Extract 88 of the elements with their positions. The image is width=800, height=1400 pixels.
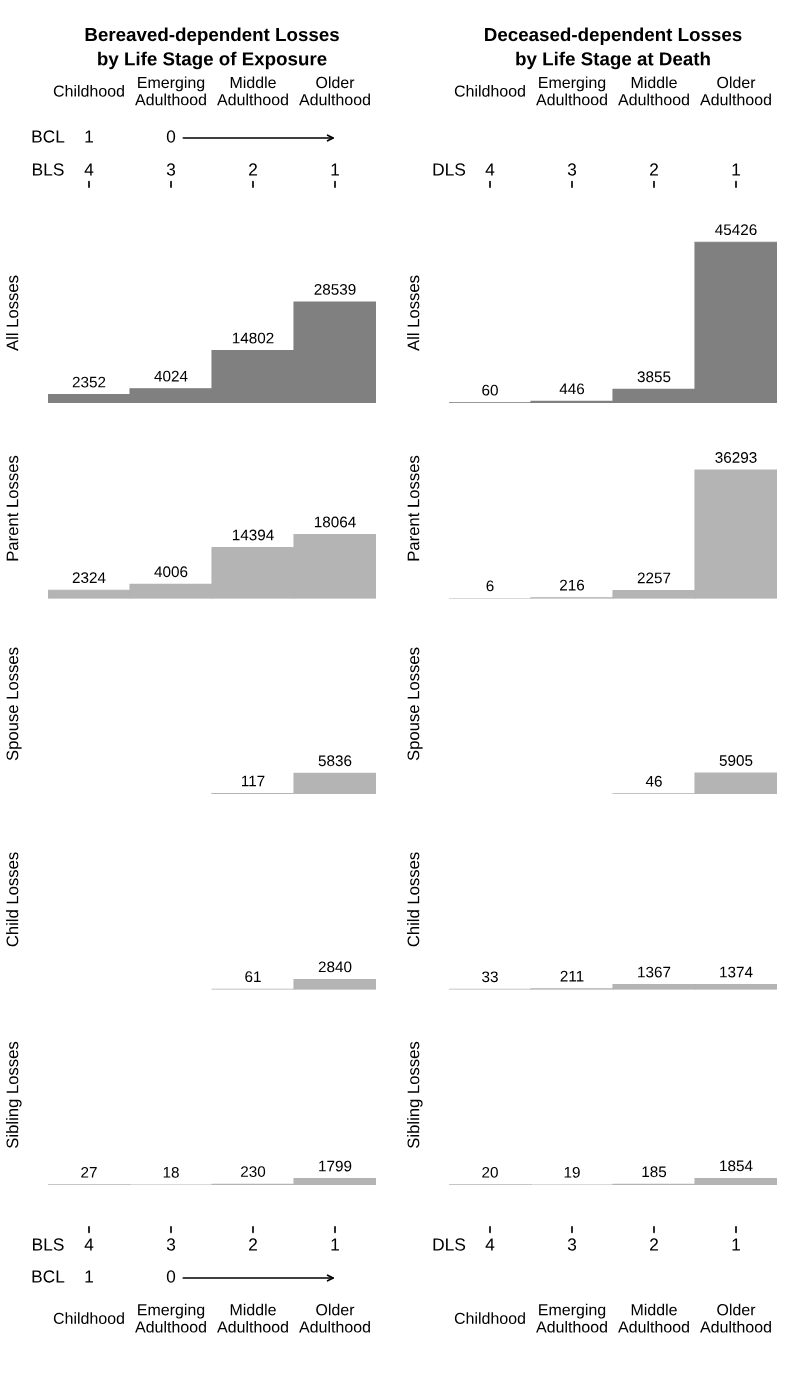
data-label: 185 [642, 1166, 667, 1178]
annotation: 1 [732, 163, 740, 176]
x-tick-label: Emerging Adulthood [536, 1303, 607, 1333]
annotation: 4 [84, 1238, 94, 1251]
data-label: 1799 [319, 1160, 352, 1172]
data-label: 45426 [715, 224, 757, 236]
data-label: 36293 [715, 452, 757, 463]
data-label: 2324 [72, 572, 106, 584]
data-label: 61 [245, 971, 261, 983]
data-label: 6 [486, 580, 494, 592]
x-tick-label: Emerging Adulthood [135, 76, 206, 106]
annotation: 1 [331, 1238, 339, 1251]
data-label: 1374 [720, 966, 753, 978]
annotation: 4 [485, 163, 495, 176]
text: BCL [32, 1270, 65, 1283]
y-axis-title: All Losses [6, 275, 19, 351]
annotation: 2 [650, 163, 658, 176]
data-label: 20 [482, 1166, 498, 1178]
data-label: 1854 [720, 1160, 753, 1172]
text: 1 [85, 1270, 93, 1283]
x-tick-label: Older Adulthood [700, 76, 771, 106]
annotation: 3 [166, 163, 176, 176]
data-label: 18 [163, 1166, 179, 1178]
x-tick-label: Middle Adulthood [618, 76, 689, 106]
annotation: 3 [567, 1238, 577, 1251]
text: BLS [33, 163, 64, 176]
data-label: 4024 [154, 370, 188, 382]
annotation: 1 [331, 163, 339, 176]
data-label: 5905 [719, 755, 753, 766]
data-label: 18064 [314, 516, 356, 528]
x-tick-label: Childhood [53, 85, 124, 97]
text: 0 [166, 130, 176, 143]
y-axis-title: Parent Losses [407, 455, 420, 561]
data-label: 46 [645, 775, 662, 787]
data-label: 1367 [638, 966, 671, 978]
data-label: 27 [81, 1166, 97, 1178]
data-label: 230 [241, 1166, 266, 1177]
y-axis-title: Spouse Losses [407, 647, 423, 761]
x-tick-label: Older Adulthood [299, 76, 370, 106]
chart-title: Deceased-dependent Losses by Life Stage at Death [485, 27, 742, 70]
x-tick-label: Older Adulthood [299, 1303, 370, 1333]
annotation: 4 [485, 1238, 495, 1251]
data-label: 14802 [232, 332, 274, 344]
data-label: 28539 [314, 284, 356, 295]
data-label: 2257 [637, 572, 671, 584]
x-tick-label: Childhood [454, 85, 525, 97]
x-tick-label: Middle Adulthood [217, 1303, 288, 1333]
data-label: 60 [482, 384, 498, 396]
annotation: 3 [166, 1238, 176, 1251]
data-label: 5836 [318, 755, 352, 767]
data-label: 117 [241, 775, 265, 787]
data-label: 3855 [637, 371, 671, 383]
y-axis-title: Parent Losses [6, 455, 19, 561]
data-label: 19 [564, 1166, 580, 1178]
y-axis-title: Child Losses [6, 852, 19, 947]
data-label: 33 [482, 971, 498, 983]
text: 1 [85, 130, 93, 143]
x-tick-label: Emerging Adulthood [536, 76, 607, 106]
annotation: 2 [650, 1238, 658, 1251]
data-label: 4006 [154, 566, 188, 578]
text: BLS [33, 1238, 64, 1251]
x-tick-label: Middle Adulthood [618, 1303, 689, 1333]
y-axis-title: Sibling Losses [407, 1041, 423, 1148]
text: 0 [166, 1270, 176, 1283]
text: DLS [433, 163, 466, 176]
x-tick-label: Childhood [454, 1312, 525, 1325]
annotation: 2 [249, 1238, 257, 1251]
y-axis-title: Child Losses [407, 852, 420, 947]
y-axis-title: Spouse Losses [6, 647, 22, 761]
data-label: 216 [560, 579, 585, 591]
data-label: 446 [559, 383, 585, 395]
data-label: 211 [560, 970, 584, 982]
data-label: 14394 [232, 529, 274, 541]
data-label: 2840 [318, 961, 352, 973]
x-tick-label: Middle Adulthood [217, 76, 288, 106]
annotation: 1 [732, 1238, 740, 1251]
text: BCL [32, 130, 65, 143]
x-tick-label: Emerging Adulthood [135, 1303, 206, 1333]
y-axis-title: All Losses [407, 275, 420, 351]
x-tick-label: Older Adulthood [700, 1303, 771, 1333]
annotation: 2 [249, 163, 257, 176]
y-axis-title: Sibling Losses [6, 1041, 22, 1148]
annotation: 3 [567, 163, 577, 176]
x-tick-label: Childhood [53, 1312, 124, 1325]
annotation: 4 [84, 163, 94, 176]
data-label: 2352 [72, 376, 106, 388]
chart-title: Bereaved-dependent Losses by Life Stage of Exposure [85, 27, 339, 70]
text: DLS [433, 1238, 466, 1251]
